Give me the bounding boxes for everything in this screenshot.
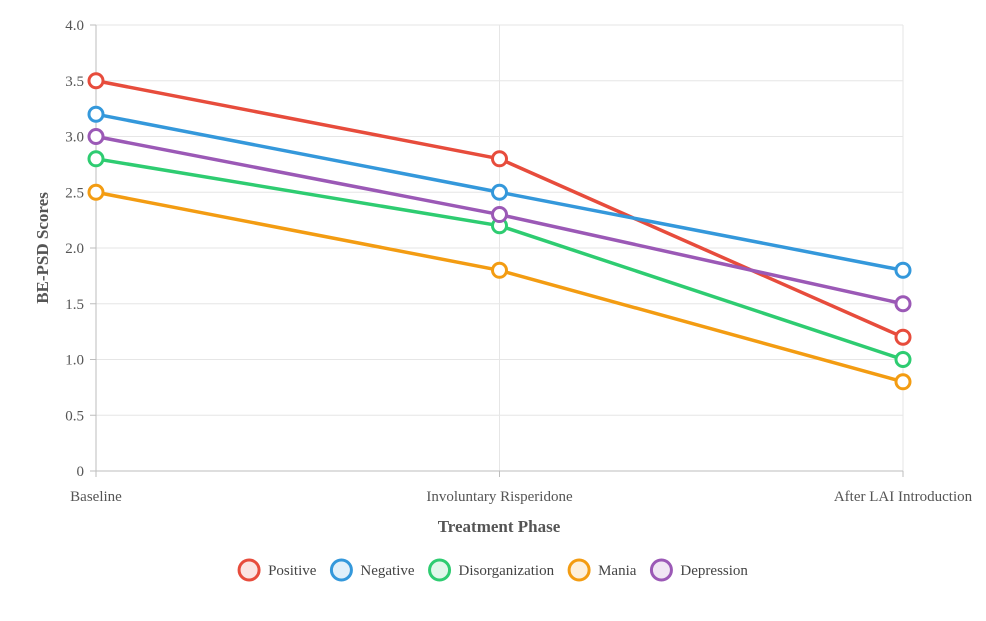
data-point-negative	[894, 261, 912, 279]
legend-label: Positive	[268, 563, 317, 579]
data-point-depression	[87, 128, 105, 145]
x-tick-label: Involuntary Risperidone	[426, 489, 573, 505]
data-point-depression	[491, 206, 508, 224]
legend-label: Mania	[598, 563, 637, 579]
legend: Positive Negative Disorganization Mania Depr…	[237, 558, 748, 582]
y-tick-label: 0	[77, 464, 85, 480]
y-tick-label: 2.5	[65, 185, 84, 201]
x-axis-title: Treatment Phase	[438, 517, 561, 536]
y-tick-label: 3.5	[65, 74, 84, 90]
series-negative	[87, 105, 912, 279]
x-tick-label: Baseline	[70, 489, 122, 505]
data-point-positive	[87, 72, 105, 90]
series-group	[87, 72, 912, 391]
series-positive	[87, 72, 912, 346]
legend-marker-mania	[567, 558, 591, 582]
data-point-negative	[87, 105, 105, 123]
data-point-negative	[491, 183, 508, 201]
data-point-mania	[894, 373, 912, 391]
legend-marker-disorganization	[428, 558, 452, 582]
data-point-disorganization	[894, 351, 912, 368]
series-depression	[87, 128, 912, 313]
data-point-disorganization	[87, 150, 105, 168]
x-axis-ticks: Baseline Involuntary Risperidone After LAI…	[70, 471, 973, 505]
x-tick-label: After LAI Introduction	[834, 489, 973, 505]
legend-marker-negative	[329, 558, 353, 582]
data-point-depression	[894, 295, 912, 313]
y-tick-label: 0.5	[65, 408, 84, 424]
y-tick-label: 4.0	[65, 18, 84, 34]
y-tick-label: 3.0	[65, 130, 84, 146]
y-tick-label: 2.0	[65, 241, 84, 257]
legend-marker-depression	[649, 558, 673, 582]
legend-label: Depression	[680, 563, 748, 579]
series-mania	[87, 183, 912, 391]
y-tick-label: 1.0	[65, 353, 84, 369]
data-point-positive	[894, 328, 912, 346]
data-point-mania	[491, 261, 508, 279]
legend-marker-positive	[237, 558, 261, 582]
y-tick-label: 1.5	[65, 297, 84, 313]
legend-label: Disorganization	[459, 563, 555, 579]
data-point-mania	[87, 183, 105, 201]
y-axis-ticks: 0 0.5 1.0 1.5 2.0 2.5 3.0 3.5 4.0	[65, 18, 96, 480]
data-point-positive	[491, 150, 508, 168]
legend-label: Negative	[360, 563, 414, 579]
y-axis-title: BE-PSD Scores	[33, 192, 52, 304]
